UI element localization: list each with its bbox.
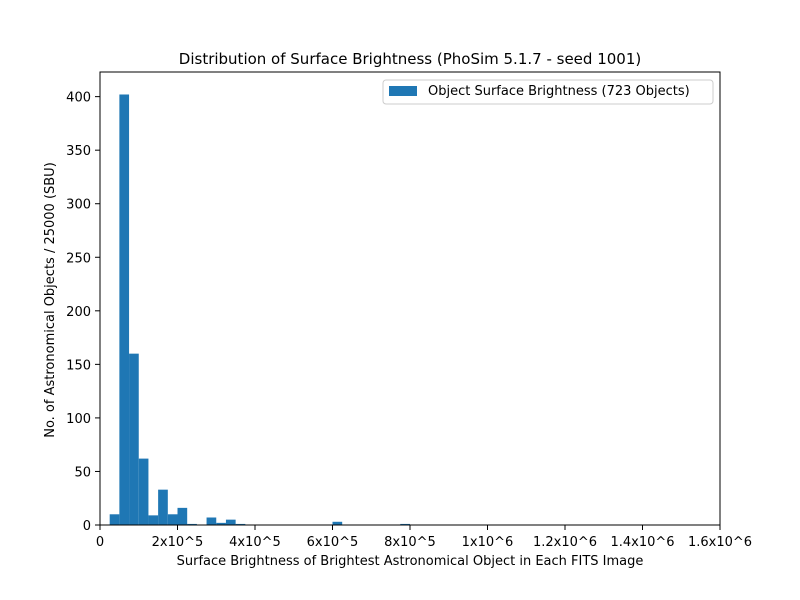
- histogram-bar: [109, 514, 120, 525]
- legend-label: Object Surface Brightness (723 Objects): [428, 84, 690, 99]
- x-tick-label: 2x10^5: [152, 535, 204, 550]
- y-axis-label: No. of Astronomical Objects / 25000 (SBU…: [43, 162, 58, 438]
- histogram-bar: [225, 519, 236, 525]
- histogram-bar: [138, 458, 149, 525]
- histogram-bar: [206, 517, 217, 525]
- histogram-bar: [235, 523, 246, 525]
- y-tick-label: 50: [74, 465, 91, 480]
- y-tick-label: 200: [66, 305, 91, 320]
- y-tick-label: 350: [66, 144, 91, 159]
- histogram-bar: [187, 523, 197, 525]
- chart-title: Distribution of Surface Brightness (PhoS…: [179, 50, 641, 68]
- x-tick-label: 4x10^5: [229, 535, 281, 550]
- y-tick-label: 150: [66, 358, 91, 373]
- x-axis-label: Surface Brightness of Brightest Astronom…: [177, 554, 644, 569]
- y-tick-label: 100: [66, 412, 91, 427]
- histogram-bar: [177, 507, 188, 525]
- y-tick-label: 0: [83, 519, 91, 534]
- x-tick-label: 1x10^6: [462, 535, 514, 550]
- histogram-bar: [129, 353, 139, 525]
- y-tick-label: 300: [66, 198, 91, 213]
- x-tick-label: 0: [96, 535, 104, 550]
- histogram-bar: [148, 515, 159, 525]
- y-tick-label: 250: [66, 251, 91, 266]
- y-axis-ticks: 0 50 100 150 200 250 300 350 400: [66, 91, 100, 534]
- histogram-bar: [167, 514, 178, 525]
- histogram-bar: [119, 94, 130, 525]
- histogram-bar: [332, 521, 343, 525]
- x-tick-label: 8x10^5: [384, 535, 436, 550]
- histogram-bar: [216, 522, 226, 525]
- x-axis-ticks: 0 2x10^5 4x10^5 6x10^5 8x10^5 1x10^6 1.2x10^6 1…: [96, 525, 752, 550]
- x-tick-label: 1.4x10^6: [610, 535, 674, 550]
- legend-swatch: [389, 86, 417, 96]
- legend-box: [382, 79, 714, 105]
- y-tick-label: 400: [66, 91, 91, 106]
- x-tick-label: 1.2x10^6: [533, 535, 597, 550]
- x-tick-label: 6x10^5: [307, 535, 359, 550]
- histogram-bar: [158, 489, 168, 525]
- x-tick-label: 1.6x10^6: [688, 535, 752, 550]
- histogram-bar: [400, 523, 410, 525]
- legend: Object Surface Brightness (723 Objects): [382, 79, 714, 105]
- histogram-bars: [109, 94, 410, 525]
